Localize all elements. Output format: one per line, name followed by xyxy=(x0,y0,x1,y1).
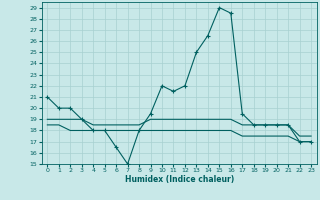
X-axis label: Humidex (Indice chaleur): Humidex (Indice chaleur) xyxy=(124,175,234,184)
